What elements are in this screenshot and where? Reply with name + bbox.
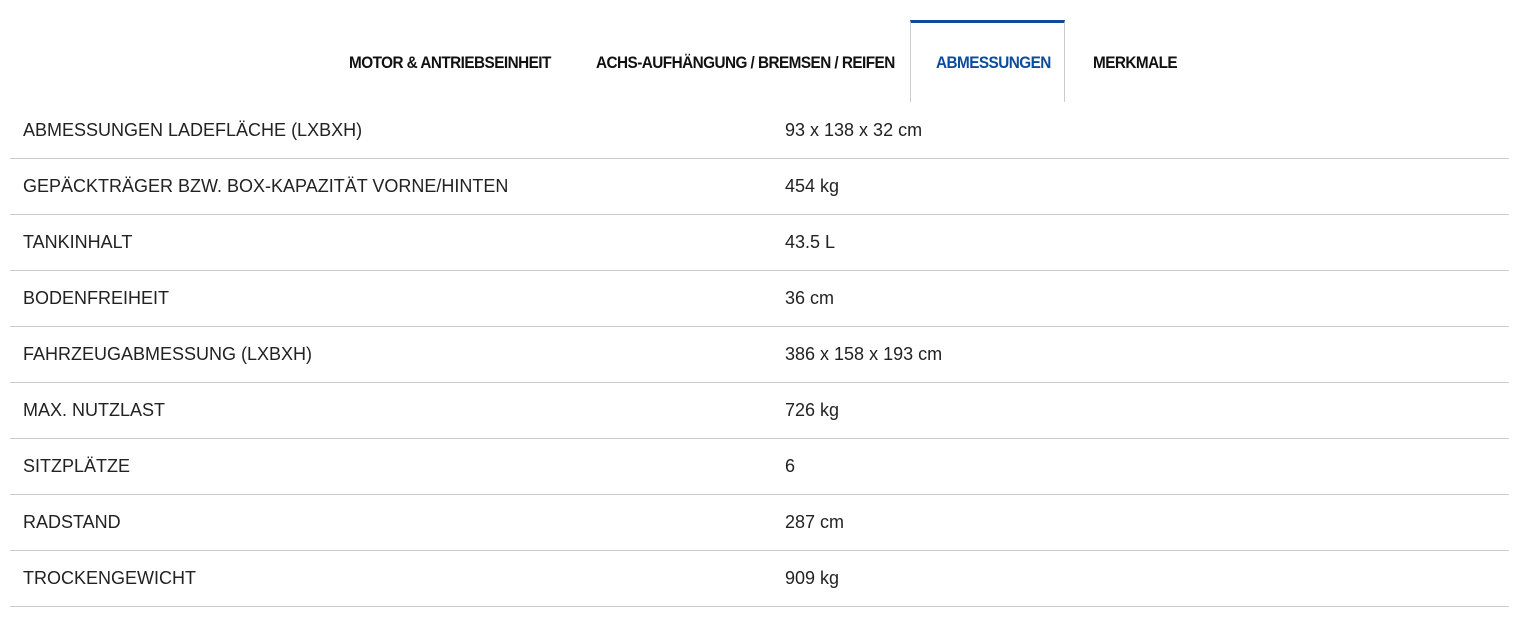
spec-label: TANKINHALT	[23, 232, 133, 252]
table-row: GEPÄCKTRÄGER BZW. BOX-KAPAZITÄT VORNE/HI…	[10, 159, 1509, 215]
spec-label: RADSTAND	[23, 512, 121, 532]
table-row: TROCKENGEWICHT 909 kg	[10, 551, 1509, 607]
spec-label: TROCKENGEWICHT	[23, 568, 196, 588]
spec-label: GEPÄCKTRÄGER BZW. BOX-KAPAZITÄT VORNE/HI…	[23, 176, 509, 196]
table-row: SITZPLÄTZE 6	[10, 439, 1509, 495]
spec-table: ABMESSUNGEN LADEFLÄCHE (LXBXH) 93 x 138 x…	[10, 103, 1509, 607]
spec-label: MAX. NUTZLAST	[23, 400, 166, 420]
spec-label: ABMESSUNGEN LADEFLÄCHE (LXBXH)	[23, 120, 363, 140]
spec-value: 386 x 158 x 193 cm	[785, 344, 943, 364]
spec-label: BODENFREIHEIT	[23, 288, 170, 308]
tab-achs-aufhaengung[interactable]: ACHS-AUFHÄNGUNG / BREMSEN / REIFEN	[596, 53, 895, 72]
table-row: FAHRZEUGABMESSUNG (LXBXH) 386 x 158 x 193…	[10, 327, 1509, 383]
table-row: ABMESSUNGEN LADEFLÄCHE (LXBXH) 93 x 138 x…	[10, 103, 1509, 159]
active-tab-indicator	[910, 20, 1065, 102]
spec-value: 43.5 L	[785, 232, 836, 252]
spec-label: FAHRZEUGABMESSUNG (LXBXH)	[23, 344, 313, 364]
spec-value: 93 x 138 x 32 cm	[785, 120, 923, 140]
tab-bar: MOTOR & ANTRIEBSEINHEIT ACHS-AUFHÄNGUNG …	[0, 20, 1524, 103]
spec-value: 36 cm	[785, 288, 835, 308]
spec-value: 726 kg	[785, 400, 840, 420]
spec-value: 909 kg	[785, 568, 840, 588]
spec-label: SITZPLÄTZE	[23, 456, 131, 476]
table-row: RADSTAND 287 cm	[10, 495, 1509, 551]
spec-value: 6	[785, 456, 796, 476]
tab-merkmale[interactable]: MERKMALE	[1093, 53, 1178, 72]
table-row: MAX. NUTZLAST 726 kg	[10, 383, 1509, 439]
tab-abmessungen[interactable]: ABMESSUNGEN	[936, 53, 1051, 72]
tab-motor[interactable]: MOTOR & ANTRIEBSEINHEIT	[349, 53, 551, 72]
table-row: TANKINHALT 43.5 L	[10, 215, 1509, 271]
table-row: BODENFREIHEIT 36 cm	[10, 271, 1509, 327]
spec-value: 287 cm	[785, 512, 845, 532]
spec-value: 454 kg	[785, 176, 840, 196]
